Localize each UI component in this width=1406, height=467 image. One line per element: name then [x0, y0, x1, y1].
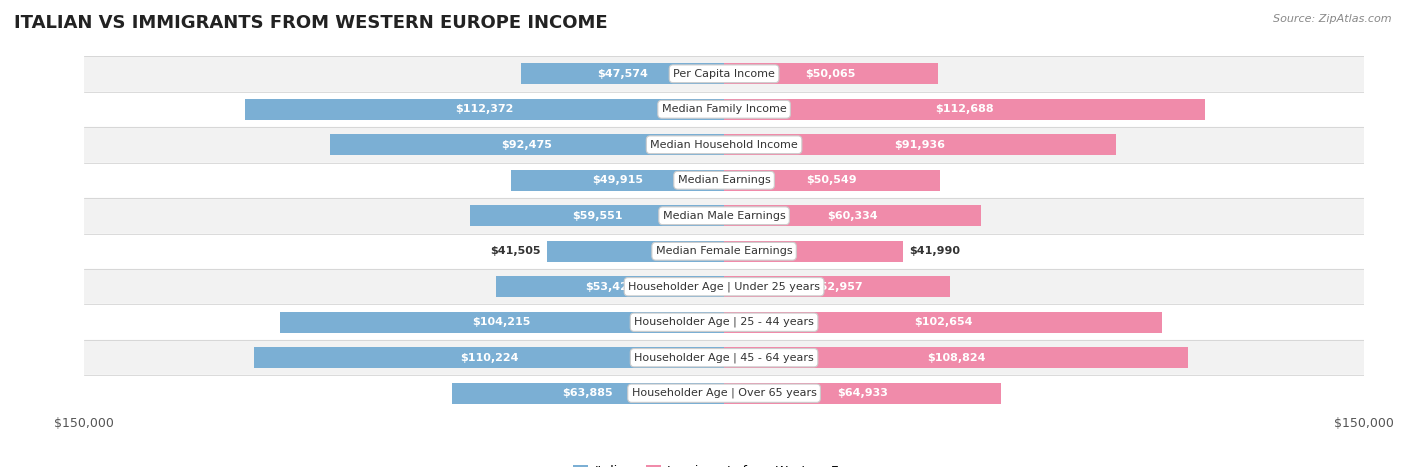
Bar: [724, 241, 903, 262]
Text: $112,688: $112,688: [935, 104, 994, 114]
Bar: [84, 92, 1364, 127]
Bar: [724, 205, 981, 226]
Text: $50,549: $50,549: [807, 175, 858, 185]
Bar: [724, 382, 1001, 404]
Text: $91,936: $91,936: [894, 140, 946, 150]
Text: $59,551: $59,551: [572, 211, 623, 221]
Text: Source: ZipAtlas.com: Source: ZipAtlas.com: [1274, 14, 1392, 24]
Text: $52,957: $52,957: [811, 282, 862, 292]
Bar: [724, 276, 950, 297]
Text: Householder Age | Over 65 years: Householder Age | Over 65 years: [631, 388, 817, 398]
Bar: [724, 311, 1161, 333]
Text: $60,334: $60,334: [828, 211, 879, 221]
Text: Householder Age | Under 25 years: Householder Age | Under 25 years: [628, 282, 820, 292]
Text: Median Female Earnings: Median Female Earnings: [655, 246, 793, 256]
Text: $64,933: $64,933: [837, 388, 889, 398]
Bar: [724, 170, 939, 191]
Bar: [451, 382, 724, 404]
Bar: [547, 241, 724, 262]
Bar: [724, 63, 938, 85]
Text: $110,224: $110,224: [460, 353, 519, 363]
Bar: [522, 63, 724, 85]
Bar: [84, 127, 1364, 163]
Bar: [245, 99, 724, 120]
Text: $102,654: $102,654: [914, 317, 972, 327]
Bar: [280, 311, 724, 333]
Legend: Italian, Immigrants from Western Europe: Italian, Immigrants from Western Europe: [568, 460, 880, 467]
Text: $53,426: $53,426: [585, 282, 636, 292]
Text: Median Earnings: Median Earnings: [678, 175, 770, 185]
Text: Householder Age | 45 - 64 years: Householder Age | 45 - 64 years: [634, 353, 814, 363]
Bar: [84, 56, 1364, 92]
Bar: [329, 134, 724, 156]
Text: $92,475: $92,475: [502, 140, 553, 150]
Bar: [84, 304, 1364, 340]
Text: $63,885: $63,885: [562, 388, 613, 398]
Text: $112,372: $112,372: [456, 104, 513, 114]
Bar: [84, 234, 1364, 269]
Bar: [724, 347, 1188, 368]
Bar: [84, 269, 1364, 304]
Text: $49,915: $49,915: [592, 175, 643, 185]
Bar: [84, 198, 1364, 234]
Text: $108,824: $108,824: [927, 353, 986, 363]
Text: $104,215: $104,215: [472, 317, 531, 327]
Text: Householder Age | 25 - 44 years: Householder Age | 25 - 44 years: [634, 317, 814, 327]
Text: Per Capita Income: Per Capita Income: [673, 69, 775, 79]
Bar: [84, 340, 1364, 375]
Bar: [724, 99, 1205, 120]
Bar: [496, 276, 724, 297]
Bar: [84, 375, 1364, 411]
Text: $47,574: $47,574: [598, 69, 648, 79]
Text: Median Family Income: Median Family Income: [662, 104, 786, 114]
Text: $50,065: $50,065: [806, 69, 856, 79]
Bar: [84, 163, 1364, 198]
Text: ITALIAN VS IMMIGRANTS FROM WESTERN EUROPE INCOME: ITALIAN VS IMMIGRANTS FROM WESTERN EUROP…: [14, 14, 607, 32]
Text: Median Household Income: Median Household Income: [650, 140, 799, 150]
Text: $41,990: $41,990: [910, 246, 960, 256]
Bar: [254, 347, 724, 368]
Text: Median Male Earnings: Median Male Earnings: [662, 211, 786, 221]
Bar: [512, 170, 724, 191]
Bar: [724, 134, 1116, 156]
Text: $41,505: $41,505: [491, 246, 541, 256]
Bar: [470, 205, 724, 226]
